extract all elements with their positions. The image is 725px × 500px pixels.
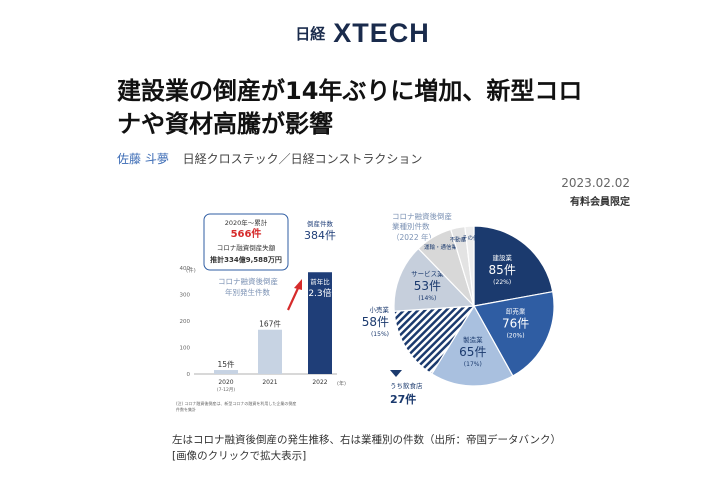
pie-label-1: コロナ融資後倒産 <box>392 211 452 221</box>
bar-chart-label-2: 年別発生件数 <box>225 287 270 297</box>
caption-expand-link[interactable]: [画像のクリックで拡大表示] <box>172 450 307 462</box>
bar-value-label: 167件 <box>259 319 281 329</box>
ytick-label: 100 <box>180 346 191 352</box>
badge-2022: 倒産件数 384件 <box>304 219 336 242</box>
logo-nikkei-text: 日経 <box>295 25 326 43</box>
restaurant-subsegment: うち飲食店 27件 <box>390 370 423 406</box>
bar-chart-label-1: コロナ融資後倒産 <box>218 276 278 286</box>
bar-chart: (件) 0 100 200 300 400 15件 2020(7-12月) 167件 2021… <box>180 266 346 393</box>
bar-2020 <box>214 370 238 374</box>
pie-slice-pct: (22%) <box>493 279 511 286</box>
xaxis-unit: (年) <box>337 380 346 387</box>
badge-count: 384件 <box>304 229 336 242</box>
yaxis-unit: (件) <box>186 266 196 274</box>
pie-slice-count: 58件 <box>362 315 389 329</box>
figure-caption: 左はコロナ融資後倒産の発生推移、右は業種別の件数（出所：帝国データバンク） [画… <box>172 432 561 464</box>
ytick-label: 0 <box>187 372 191 378</box>
pie-slice-count: 65件 <box>459 345 486 359</box>
title-line-2: ナや資材高騰が影響 <box>117 110 333 138</box>
callout-line-4: 推計334億9,588万円 <box>210 255 282 264</box>
logo-xtech-text: XTECH <box>333 18 430 48</box>
pie-slice-label: 建設業 <box>492 253 512 262</box>
ytick-label: 400 <box>180 266 191 272</box>
pie-slice <box>430 304 514 387</box>
footnote-line-2: 件数を集計 <box>176 406 196 412</box>
pie-slice <box>393 305 476 375</box>
pie-slice-count: 53件 <box>414 279 441 293</box>
subsegment-value: 27件 <box>390 392 416 406</box>
pie-slice-pct: (15%) <box>371 331 389 338</box>
pie-slice-count: 85件 <box>489 263 516 277</box>
pie-slice-label: 卸売業 <box>506 307 526 316</box>
xtick-label: 2020 <box>218 379 233 386</box>
pie-slice-label: サービス業 <box>411 269 444 278</box>
pie-slice-label: 運輸・通信業 <box>424 243 458 251</box>
bar-2022 <box>308 272 332 374</box>
pie-slice-label: 製造業 <box>463 335 483 344</box>
xtick-note: (7-12月) <box>217 387 235 393</box>
xtick-label: 2022 <box>312 379 327 386</box>
footnote-line-1: (注) コロナ融資後倒産は、新型コロナの融資を利用した企業の倒産 <box>176 400 296 406</box>
publish-date: 2023.02.02 <box>561 176 630 190</box>
article-title: 建設業の倒産が14年ぶりに増加、新型コロ ナや資材高騰が影響 <box>117 75 617 141</box>
bar-value-label: 15件 <box>217 359 235 369</box>
badge-line-1: 倒産件数 <box>307 219 334 228</box>
yaxis-ticks: 0 100 200 300 400 <box>180 266 191 378</box>
yoy-label: 前年比 <box>310 277 330 286</box>
bar-2021 <box>258 329 282 374</box>
caption-line-1: 左はコロナ融資後倒産の発生推移、右は業種別の件数（出所：帝国データバンク） <box>172 434 562 446</box>
pie-slice-pct: (17%) <box>464 361 482 368</box>
callout-line-3: コロナ融資倒産失額 <box>217 243 276 252</box>
title-line-1: 建設業の倒産が14年ぶりに増加、新型コロ <box>117 77 583 105</box>
pie-label-2: 業種別件数 <box>392 221 430 231</box>
membership-badge: 有料会員限定 <box>570 197 630 208</box>
pie-slice <box>393 247 476 312</box>
article-figure[interactable]: 2020年～累計 566件 コロナ融資倒産失額 推計334億9,588万円 (件… <box>172 208 556 415</box>
yoy-value: 2.3倍 <box>308 287 331 299</box>
pie-slice-count: 76件 <box>502 317 529 331</box>
ytick-label: 200 <box>180 319 191 325</box>
callout-line-1: 2020年～累計 <box>225 218 268 227</box>
pie-slice-label: 不動産業 <box>450 235 473 243</box>
growth-arrow <box>287 279 302 311</box>
xtick-label: 2021 <box>262 379 277 386</box>
pie-slice <box>473 225 554 307</box>
ytick-label: 300 <box>180 293 191 299</box>
author-link[interactable]: 佐藤 斗夢 <box>117 152 169 166</box>
pie-slice <box>473 290 555 377</box>
byline: 佐藤 斗夢 日経クロステック／日経コンストラクション <box>117 150 422 167</box>
pie-slice <box>464 225 475 307</box>
subsegment-label: うち飲食店 <box>390 381 423 390</box>
cumulative-callout: 2020年～累計 566件 コロナ融資倒産失額 推計334億9,588万円 <box>203 213 289 271</box>
pie-label-3: （2022 年） <box>392 232 436 242</box>
site-logo[interactable]: 日経 XTECH <box>0 18 725 49</box>
pie-slice-pct: (20%) <box>507 333 525 340</box>
pie-slice-label: 小売業 <box>370 305 390 314</box>
pie-slice-pct: (14%) <box>418 295 436 302</box>
callout-count: 566件 <box>231 227 262 240</box>
source-publication: 日経クロステック／日経コンストラクション <box>182 152 423 166</box>
pie-slice-label: その他 <box>462 234 479 242</box>
figure-svg: 2020年～累計 566件 コロナ融資倒産失額 推計334億9,588万円 (件… <box>176 211 555 412</box>
